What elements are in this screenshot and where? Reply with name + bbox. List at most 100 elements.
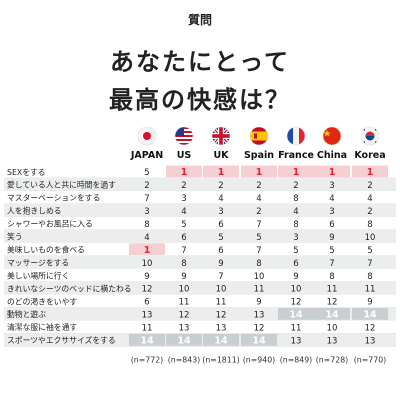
rank-value: 13 (365, 337, 376, 347)
rank-value: 7 (181, 246, 186, 256)
title-line-1: あなたにとって (109, 48, 291, 76)
rank-value: 8 (367, 220, 372, 230)
rank-value: 9 (256, 298, 261, 308)
rank-value: 11 (254, 285, 265, 295)
sample-size: (n=728) (316, 355, 348, 364)
row-label: マッサージをする (7, 258, 69, 267)
row-label: SEXをする (7, 168, 46, 177)
rank-value: 12 (291, 298, 302, 308)
rank-value: 10 (254, 272, 265, 282)
rank-value: 4 (293, 207, 298, 217)
rank-value: 14 (214, 336, 228, 347)
rank-value: 6 (293, 259, 298, 269)
rank-last-highlight (278, 308, 314, 320)
us-flag-icon (174, 126, 194, 146)
rank-first-highlight (241, 165, 277, 178)
rank-first-highlight (278, 165, 314, 178)
rank-value: 6 (218, 246, 223, 256)
rank-value: 1 (256, 167, 263, 178)
rank-value: 1 (144, 245, 151, 256)
rank-value: 5 (329, 246, 334, 256)
svg-text:★: ★ (323, 130, 331, 140)
rank-value: 14 (252, 336, 266, 347)
rank-value: 1 (293, 167, 300, 178)
rank-value: 9 (181, 272, 186, 282)
rank-last-highlight (314, 308, 350, 320)
table-row (4, 216, 396, 230)
rank-value: 5 (256, 233, 261, 243)
rank-value: 11 (327, 285, 338, 295)
rank-value: 12 (142, 285, 153, 295)
rank-value: 6 (144, 298, 149, 308)
rank-value: 10 (291, 285, 302, 295)
rank-last-highlight (352, 308, 388, 320)
rank-value: 7 (218, 272, 223, 282)
rank-value: 7 (144, 194, 149, 204)
rank-last-highlight (203, 333, 239, 346)
rank-value: 4 (181, 207, 186, 217)
rank-value: 12 (365, 324, 376, 334)
rank-value: 7 (256, 220, 261, 230)
rank-value: 3 (293, 233, 298, 243)
rank-value: 8 (367, 272, 372, 282)
rank-value: 5 (218, 233, 223, 243)
rank-value: 2 (367, 181, 372, 191)
rank-value: 8 (293, 194, 298, 204)
rank-value: 9 (329, 233, 334, 243)
rank-value: 14 (140, 336, 154, 347)
rank-value: 10 (365, 233, 376, 243)
rank-value: 11 (291, 324, 302, 334)
rank-value: 5 (144, 168, 149, 178)
rank-value: 8 (293, 220, 298, 230)
rank-value: 6 (218, 220, 223, 230)
table-row (4, 229, 396, 243)
china-flag-icon: ★ (322, 126, 342, 146)
column-header: JAPAN (130, 150, 163, 161)
rank-value: 4 (218, 194, 223, 204)
table-row (4, 320, 396, 334)
column-header: US (177, 150, 192, 161)
sample-size: (n=843) (168, 355, 200, 364)
rank-value: 3 (144, 207, 149, 217)
rank-last-highlight (166, 333, 202, 346)
rank-value: 2 (256, 207, 261, 217)
column-header: Spain (244, 150, 274, 161)
rank-first-highlight (314, 165, 350, 178)
rank-value: 1 (329, 167, 336, 178)
rank-value: 14 (177, 336, 191, 347)
row-label: 美しい場所に行く (7, 270, 69, 280)
title-line-2: 最高の快感は？ (109, 86, 291, 114)
rank-value: 9 (218, 259, 223, 269)
rank-value: 10 (179, 285, 190, 295)
question-label: 質問 (187, 13, 212, 27)
row-label: のどの渇きをいやす (7, 296, 77, 306)
sample-size: (n=849) (280, 355, 312, 364)
korea-flag-icon (360, 126, 380, 146)
rank-value: 5 (181, 220, 186, 230)
rank-value: 13 (254, 311, 265, 321)
rank-value: 13 (327, 337, 338, 347)
rank-last-highlight (129, 333, 165, 346)
rank-value: 11 (365, 285, 376, 295)
rank-value: 9 (293, 272, 298, 282)
rank-first-highlight (203, 165, 239, 178)
rank-value: 8 (256, 259, 261, 269)
rank-value: 10 (327, 324, 338, 334)
rank-value: 3 (329, 181, 334, 191)
table-row (4, 242, 396, 256)
rank-value: 7 (329, 259, 334, 269)
row-label: 美味しいものを食べる (7, 244, 85, 254)
table-row (4, 190, 396, 204)
rank-value: 11 (179, 298, 190, 308)
rank-value: 2 (256, 181, 261, 191)
rank-value: 12 (179, 311, 190, 321)
rank-value: 8 (181, 259, 186, 269)
rank-value: 12 (327, 298, 338, 308)
rank-value: 4 (256, 194, 261, 204)
table-row (4, 281, 396, 295)
rank-value: 14 (325, 310, 339, 321)
table-row (4, 268, 396, 282)
rank-value: 10 (142, 259, 153, 269)
rank-value: 4 (329, 194, 334, 204)
rank-value: 6 (329, 220, 334, 230)
